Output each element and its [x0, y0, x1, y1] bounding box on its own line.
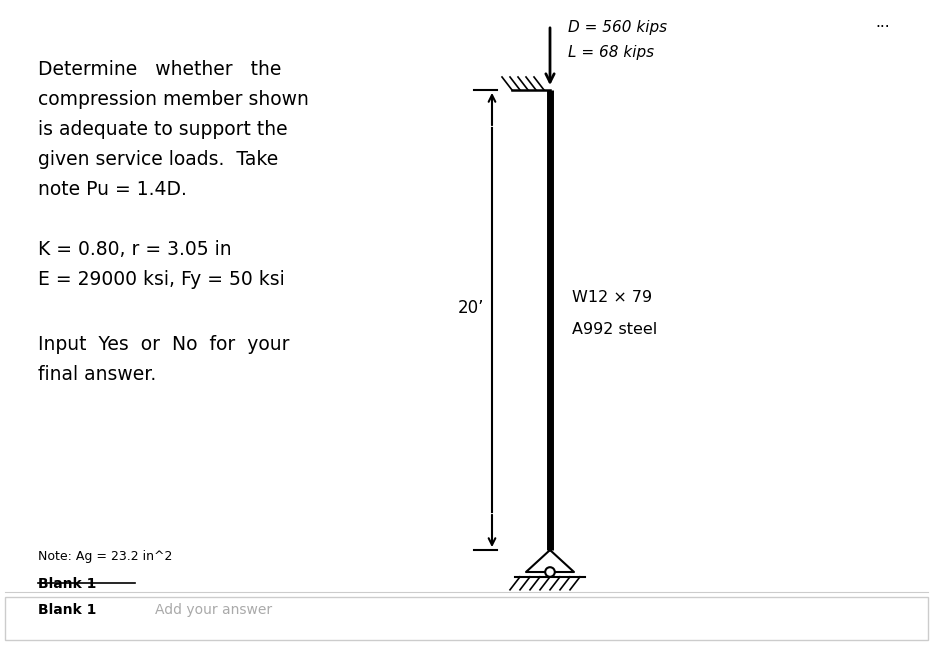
Text: Input  Yes  or  No  for  your: Input Yes or No for your	[38, 335, 289, 354]
Circle shape	[545, 567, 555, 577]
Text: Blank 1: Blank 1	[38, 603, 96, 617]
Text: K = 0.80, r = 3.05 in: K = 0.80, r = 3.05 in	[38, 240, 231, 259]
Text: E = 29000 ksi, Fy = 50 ksi: E = 29000 ksi, Fy = 50 ksi	[38, 270, 285, 289]
Text: A992 steel: A992 steel	[572, 322, 657, 337]
FancyBboxPatch shape	[5, 597, 928, 640]
Text: Add your answer: Add your answer	[155, 603, 272, 617]
Text: L = 68 kips: L = 68 kips	[568, 45, 654, 60]
Text: 20’: 20’	[457, 299, 484, 317]
Text: compression member shown: compression member shown	[38, 90, 309, 109]
Text: note Pu = 1.4D.: note Pu = 1.4D.	[38, 180, 187, 199]
Text: final answer.: final answer.	[38, 365, 156, 384]
Text: W12 × 79: W12 × 79	[572, 290, 652, 306]
Text: given service loads.  Take: given service loads. Take	[38, 150, 278, 169]
Text: is adequate to support the: is adequate to support the	[38, 120, 287, 139]
Text: Blank 1: Blank 1	[38, 577, 96, 591]
Text: Note: Ag = 23.2 in^2: Note: Ag = 23.2 in^2	[38, 550, 173, 563]
Text: D = 560 kips: D = 560 kips	[568, 20, 667, 35]
Text: Determine   whether   the: Determine whether the	[38, 60, 282, 79]
Text: ...: ...	[875, 15, 890, 30]
